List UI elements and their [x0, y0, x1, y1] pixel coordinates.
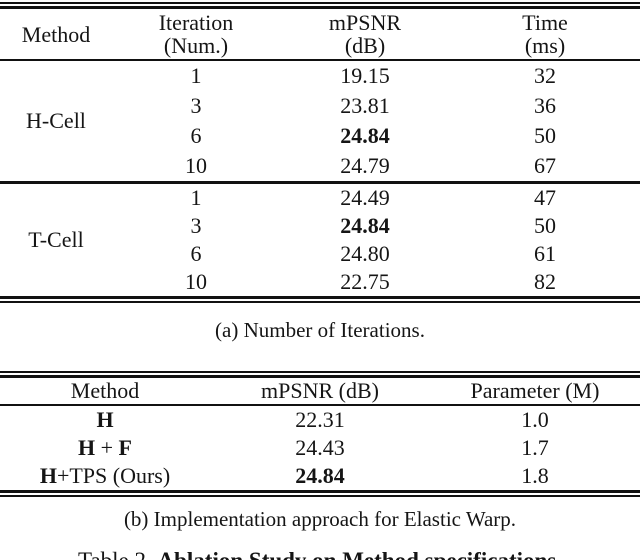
- table-a-top-rule: [0, 2, 640, 9]
- mpsnr-cell: 24.43: [295, 435, 345, 460]
- table-b-header-method: Method: [70, 378, 140, 403]
- table-a-header-iteration-line1: Iteration: [158, 10, 234, 35]
- iteration-cell: 6: [190, 123, 202, 148]
- iteration-cell: 1: [190, 63, 202, 88]
- method-text: +: [95, 435, 119, 460]
- table-a-header-mpsnr: mPSNR (dB): [280, 11, 450, 57]
- time-cell: 67: [534, 153, 556, 178]
- figure-caption-title: Ablation Study on Method specifications.: [158, 548, 562, 560]
- time-cell: 32: [534, 63, 556, 88]
- method-symbol: F: [118, 435, 132, 460]
- table-b-bottom-rule: [0, 490, 640, 497]
- mpsnr-cell: 22.75: [340, 269, 390, 294]
- iteration-cell: 3: [190, 93, 202, 118]
- mpsnr-cell: 23.81: [340, 93, 390, 118]
- table-a-bottom-rule: [0, 296, 640, 303]
- method-symbol: H: [78, 435, 96, 460]
- mpsnr-cell: 24.80: [340, 241, 390, 266]
- elastic-warp-table: Method mPSNR (dB) Parameter (M) H 22.31 …: [0, 371, 640, 497]
- parameter-cell: 1.0: [521, 407, 549, 432]
- time-cell: 47: [534, 185, 556, 210]
- mpsnr-cell: 22.31: [295, 407, 345, 432]
- table-a-header-mpsnr-line1: mPSNR: [328, 10, 402, 35]
- mpsnr-cell: 19.15: [340, 63, 390, 88]
- iteration-cell: 10: [185, 153, 207, 178]
- parameter-cell: 1.8: [521, 463, 549, 488]
- mpsnr-cell: 24.49: [340, 185, 390, 210]
- method-cell: H +TPS (Ours): [0, 462, 210, 490]
- parameter-cell: 1.7: [521, 435, 549, 460]
- iteration-cell: 10: [185, 269, 207, 294]
- time-cell: 82: [534, 269, 556, 294]
- figure-caption: Table 2. Ablation Study on Method specif…: [0, 548, 640, 560]
- table-a-header-row: Method Iteration (Num.) mPSNR (dB) Time …: [0, 9, 640, 59]
- table-b-header-parameter: Parameter (M): [470, 378, 600, 403]
- table-a-group-tcell: T-Cell 1 24.49 47 3 24.84 50 6 24.80 61 …: [0, 184, 640, 296]
- time-cell: 50: [534, 213, 556, 238]
- mpsnr-cell-best: 24.84: [340, 123, 390, 148]
- figure-caption-prefix: Table 2.: [78, 548, 158, 560]
- table-b-top-rule: [0, 371, 640, 378]
- mpsnr-cell: 24.79: [340, 153, 390, 178]
- table-a-group-hcell: H-Cell 1 19.15 32 3 23.81 36 6 24.84 50 …: [0, 61, 640, 181]
- time-cell: 50: [534, 123, 556, 148]
- table-a-header-mpsnr-line2: (dB): [344, 33, 386, 58]
- table-b-header-mpsnr: mPSNR (dB): [261, 378, 379, 403]
- time-cell: 36: [534, 93, 556, 118]
- method-cell: H: [0, 406, 210, 434]
- time-cell: 61: [534, 241, 556, 266]
- iteration-cell: 1: [190, 185, 202, 210]
- mpsnr-cell-best: 24.84: [295, 463, 345, 488]
- table-a-header-time-line2: (ms): [524, 33, 566, 58]
- method-symbol: H: [39, 463, 57, 488]
- table-a-header-iteration-line2: (Num.): [163, 33, 229, 58]
- iteration-cell: 3: [190, 213, 202, 238]
- table-a-group-divider-rule: [0, 181, 640, 184]
- table-a-header-method: Method: [21, 21, 91, 47]
- table-b-header-rule: [0, 404, 640, 406]
- iteration-cell: 6: [190, 241, 202, 266]
- subcaption-b: (b) Implementation approach for Elastic …: [123, 507, 517, 531]
- table-b-header-row: Method mPSNR (dB) Parameter (M): [0, 378, 640, 404]
- table-b-body: H 22.31 1.0 H + F 24.43 1.7 H +TPS (Ours)…: [0, 406, 640, 490]
- table-a-header-iteration: Iteration (Num.): [112, 11, 280, 57]
- iterations-table: Method Iteration (Num.) mPSNR (dB) Time …: [0, 2, 640, 303]
- table-a-header-time-line1: Time: [522, 10, 568, 35]
- table-a-header-rule: [0, 59, 640, 61]
- method-cell: H-Cell: [26, 108, 86, 133]
- table-a-header-time: Time (ms): [450, 11, 640, 57]
- method-symbol: H: [96, 407, 114, 432]
- subcaption-a: (a) Number of Iterations.: [215, 318, 425, 342]
- method-text: +TPS (Ours): [56, 463, 171, 488]
- mpsnr-cell-best: 24.84: [340, 213, 390, 238]
- method-cell: H + F: [0, 434, 210, 462]
- method-cell: T-Cell: [28, 227, 84, 252]
